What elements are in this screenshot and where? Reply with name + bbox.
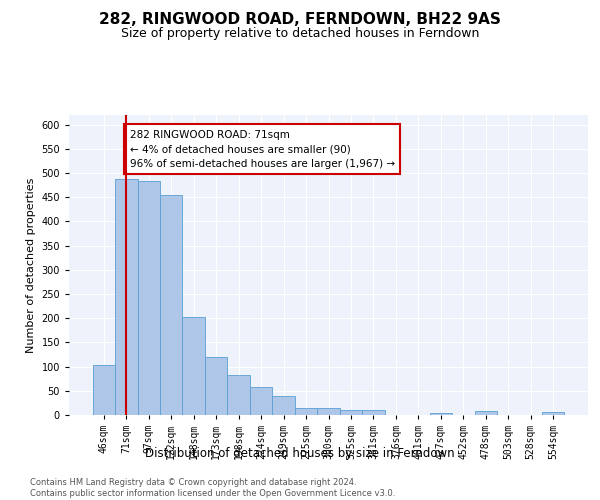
Bar xyxy=(295,408,317,415)
Text: 282 RINGWOOD ROAD: 71sqm
← 4% of detached houses are smaller (90)
96% of semi-de: 282 RINGWOOD ROAD: 71sqm ← 4% of detache… xyxy=(130,130,395,169)
Bar xyxy=(227,375,250,415)
Text: Distribution of detached houses by size in Ferndown: Distribution of detached houses by size … xyxy=(145,448,455,460)
Bar xyxy=(115,180,137,415)
Bar xyxy=(430,412,452,415)
Bar xyxy=(205,357,227,415)
Bar xyxy=(542,412,565,415)
Bar xyxy=(362,410,385,415)
Text: 282, RINGWOOD ROAD, FERNDOWN, BH22 9AS: 282, RINGWOOD ROAD, FERNDOWN, BH22 9AS xyxy=(99,12,501,28)
Bar xyxy=(475,411,497,415)
Bar xyxy=(137,181,160,415)
Bar xyxy=(272,396,295,415)
Bar xyxy=(317,408,340,415)
Bar xyxy=(182,318,205,415)
Bar xyxy=(160,195,182,415)
Text: Size of property relative to detached houses in Ferndown: Size of property relative to detached ho… xyxy=(121,28,479,40)
Text: Contains HM Land Registry data © Crown copyright and database right 2024.
Contai: Contains HM Land Registry data © Crown c… xyxy=(30,478,395,498)
Bar xyxy=(92,364,115,415)
Bar xyxy=(250,388,272,415)
Y-axis label: Number of detached properties: Number of detached properties xyxy=(26,178,36,352)
Bar xyxy=(340,410,362,415)
